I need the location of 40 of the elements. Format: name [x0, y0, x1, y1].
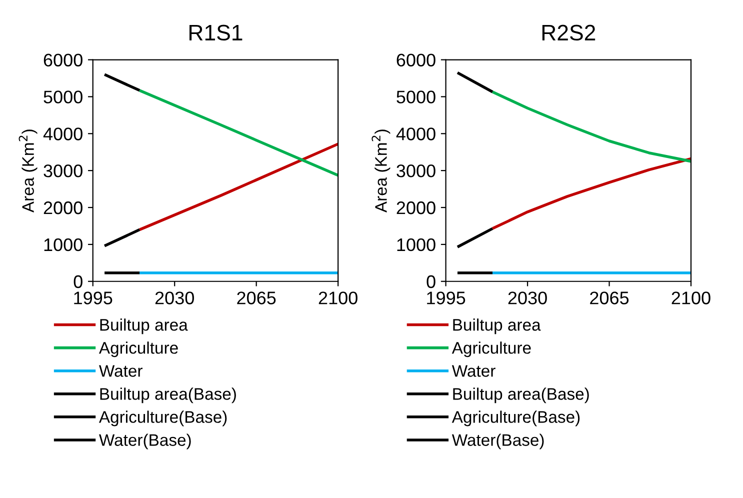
- legend-label: Agriculture(Base): [452, 410, 580, 426]
- y-tick-label: 2000: [44, 201, 82, 214]
- y-tick-label: 4000: [396, 128, 436, 140]
- legend-label: Water(Base): [99, 434, 191, 450]
- y-tick-label: 0: [74, 275, 82, 288]
- y-tick-label: 6000: [396, 54, 436, 66]
- x-tick-label: 2030: [155, 292, 194, 304]
- x-tick-label: 2065: [590, 292, 629, 304]
- x-tick-label: 2065: [237, 292, 276, 304]
- legend-label: Agriculture: [452, 342, 531, 358]
- x-tick-label: 1995: [74, 292, 112, 304]
- legend-label: Water: [99, 365, 142, 377]
- legend-label: Builtup area(Base): [100, 388, 236, 404]
- y-tick-label: 1000: [44, 238, 82, 252]
- legend-label: Water: [452, 365, 496, 377]
- y-tick-label: 2000: [396, 201, 436, 214]
- line-series: [491, 157, 691, 230]
- y-tick-label: 1000: [397, 238, 436, 252]
- y-axis-title: Area (Km$^{2}$): [372, 130, 390, 213]
- y-tick-label: 3000: [396, 164, 436, 178]
- y-tick-label: 6000: [44, 54, 82, 66]
- legend-label: Builtup area: [453, 318, 541, 334]
- x-tick-label: 2100: [672, 292, 710, 304]
- y-axis-title: Area (Km$^{2}$): [18, 130, 38, 213]
- chart-title: R2S2: [542, 24, 596, 41]
- legend-label: Agriculture: [98, 342, 178, 358]
- y-tick-label: 0: [426, 275, 436, 288]
- x-tick-label: 2100: [318, 292, 358, 304]
- chart-title: R1S1: [190, 24, 242, 41]
- line-series: [491, 90, 691, 163]
- y-tick-label: 5000: [396, 90, 436, 104]
- y-tick-label: 4000: [43, 128, 82, 140]
- x-tick-label: 2030: [508, 292, 547, 304]
- legend-label: Builtup area(Base): [453, 388, 589, 404]
- legend-label: Water(Base): [452, 434, 544, 450]
- legend-label: Builtup area: [100, 318, 188, 334]
- y-tick-label: 3000: [44, 164, 82, 178]
- y-tick-label: 5000: [44, 90, 82, 104]
- x-tick-label: 1995: [427, 292, 466, 304]
- legend-label: Agriculture(Base): [98, 410, 227, 426]
